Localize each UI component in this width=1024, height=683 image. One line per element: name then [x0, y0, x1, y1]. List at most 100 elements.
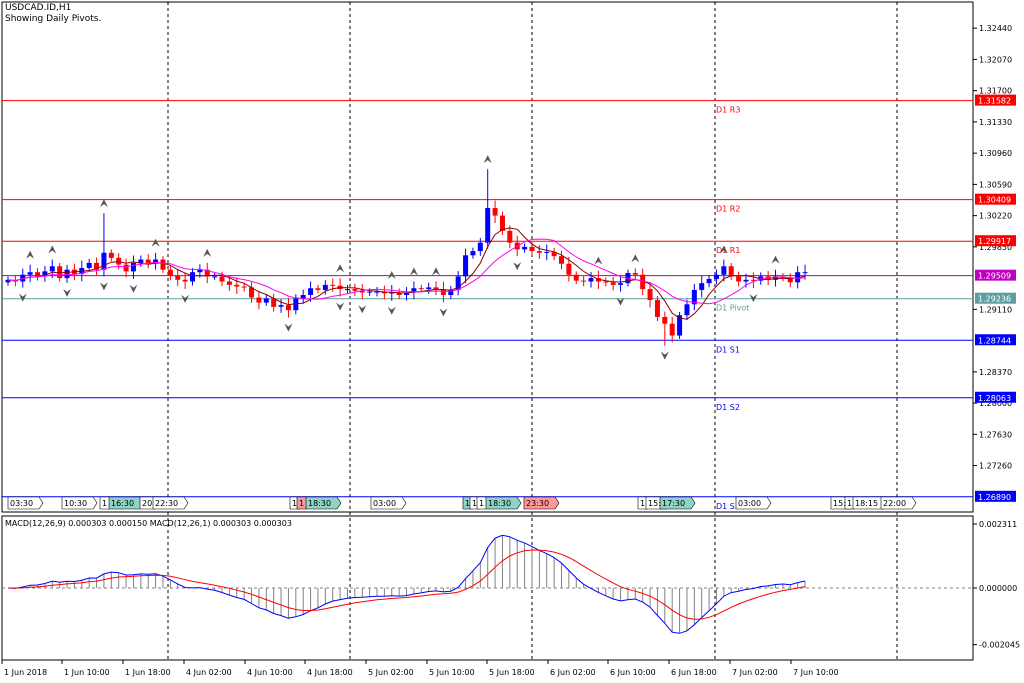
session-tag [880, 496, 917, 510]
candle-body [507, 230, 513, 243]
session-tag-label: 18:30 [308, 499, 331, 508]
candle-body [138, 259, 144, 263]
macd-title: MACD(12,26,9) 0.000303 0.000150 MACD(12,… [5, 519, 292, 528]
macd-line [7, 534, 806, 634]
candle-body [566, 263, 572, 275]
time-tick-label: 1 Jun 18:00 [125, 668, 171, 677]
session-tag [735, 496, 772, 510]
candle-body [721, 266, 727, 275]
candle-body [411, 288, 417, 293]
candle-body [433, 287, 439, 290]
session-tag-label: 03:30 [10, 499, 33, 508]
session-tag [7, 496, 44, 510]
candle-body [522, 246, 528, 250]
candle-body [485, 208, 491, 243]
pivot-price-tag-label: 1.26890 [978, 493, 1011, 502]
candle-body [426, 287, 432, 290]
fractal-up-arrow [483, 155, 492, 164]
macd-tick-label: -0.002045 [979, 641, 1020, 650]
ma-slow-line [7, 238, 806, 305]
pivot-price-tag-label: 1.31582 [978, 97, 1011, 106]
moving-averages [7, 227, 806, 320]
candle-body [285, 305, 291, 311]
fractal-down-arrow [336, 302, 345, 311]
candle-body [662, 316, 668, 324]
candle-body [330, 284, 336, 286]
candle-body [573, 274, 579, 281]
fractal-up-arrow [99, 199, 108, 208]
candle-body [647, 289, 653, 301]
pivot-price-tag-label: 1.28744 [978, 336, 1011, 345]
session-tag [523, 496, 560, 510]
candle-body [49, 266, 55, 272]
candle-body [418, 288, 424, 290]
candle-body [27, 272, 33, 275]
session-tag [152, 496, 189, 510]
price-tick-label: 1.27630 [979, 430, 1012, 439]
session-tag-label: 1 [465, 499, 470, 508]
candle-body [728, 266, 734, 277]
fractal-up-arrow [151, 238, 160, 247]
pivot-price-tag-label: 1.29917 [978, 237, 1011, 246]
candle-body [470, 251, 476, 256]
time-tick-label: 4 Jun 10:00 [247, 668, 293, 677]
candle-body [389, 292, 395, 294]
candle-body [499, 215, 505, 231]
fractal-down-arrow [181, 294, 190, 303]
pivot-price-tag [975, 292, 1016, 304]
time-tick-label: 1 Jun 10:00 [64, 668, 110, 677]
candle-body [315, 288, 321, 290]
fractal-down-arrow [616, 297, 625, 306]
candle-body [57, 266, 63, 279]
fractal-down-arrow [99, 282, 108, 291]
session-tag-label: 23:30 [526, 499, 549, 508]
candle-body [492, 208, 498, 216]
candle-body [713, 274, 719, 279]
fractal-down-arrow [18, 293, 27, 302]
time-tick-label: 5 Jun 18:00 [489, 668, 535, 677]
candle-body [618, 283, 624, 285]
fractal-up-arrow [387, 271, 396, 280]
fractal-up-arrow [409, 267, 418, 276]
candle-body [654, 300, 660, 317]
candle-body [544, 251, 550, 253]
candle-body [455, 276, 461, 290]
fractal-up-arrow [771, 255, 780, 264]
candle-body [684, 304, 690, 316]
session-tag [370, 496, 407, 510]
fractal-up-arrow [48, 245, 57, 254]
candle-body [86, 262, 92, 268]
candle-body [234, 284, 240, 287]
price-tick-label: 1.32440 [979, 24, 1012, 33]
price-tick-label: 1.28000 [979, 399, 1012, 408]
candle-body [197, 269, 203, 273]
candle-body [632, 273, 638, 275]
candle-body [226, 281, 232, 285]
candle-body [551, 251, 557, 257]
candle-body [344, 289, 350, 291]
fractal-up-arrow [631, 254, 640, 263]
fractal-down-arrow [660, 351, 669, 360]
session-tag-label: 18:15 [855, 499, 878, 508]
session-tag-label: 22:30 [155, 499, 178, 508]
candle-body [241, 286, 247, 288]
time-tick-label: 7 Jun 10:00 [793, 668, 839, 677]
session-tag [61, 496, 98, 510]
time-axis: 1 Jun 2018 1 Jun 10:00 1 Jun 18:00 4 Jun 02… [1, 660, 839, 677]
candle-body [5, 279, 11, 283]
session-tag-label: 1 [472, 499, 477, 508]
candle-body [219, 276, 225, 282]
candle-body [536, 251, 542, 253]
session-tag-label: 1 [847, 499, 852, 508]
candle-body [167, 269, 173, 276]
main-chart-frame [1, 1, 974, 513]
pivot-price-tag-label: 1.28063 [978, 394, 1011, 403]
candle-body [352, 289, 358, 291]
pivot-price-tag [975, 490, 1016, 502]
time-tick-label: 6 Jun 10:00 [610, 668, 656, 677]
chart-symbol-label: USDCAD.ID,H1 [5, 3, 72, 13]
signal-line [7, 549, 806, 620]
candle-body [743, 279, 749, 282]
time-tick-label: 7 Jun 02:00 [732, 668, 778, 677]
